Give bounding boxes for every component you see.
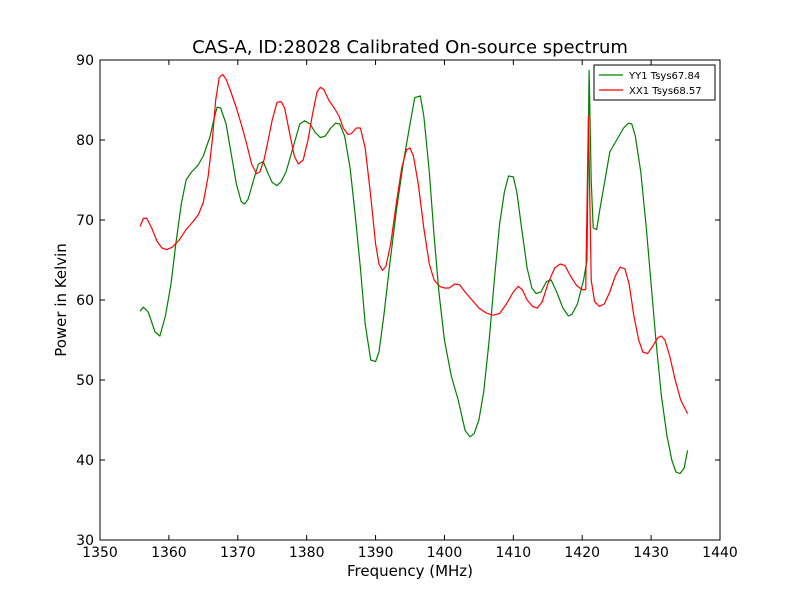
y-tick-label: 70 <box>76 213 94 229</box>
legend-box <box>593 64 716 101</box>
y-tick-label: 90 <box>76 53 94 69</box>
series-line-yy1 <box>139 69 689 475</box>
x-tick-label: 1420 <box>564 545 600 561</box>
y-axis-label: Power in Kelvin <box>52 243 70 357</box>
x-tick-label: 1380 <box>289 545 325 561</box>
plot-area <box>139 69 689 475</box>
x-tick-label: 1410 <box>496 545 532 561</box>
x-axis-label: Frequency (MHz) <box>347 562 473 580</box>
y-axis: 30 40 50 60 70 80 90 <box>76 53 720 549</box>
y-tick-label: 50 <box>76 373 94 389</box>
x-tick-label: 1370 <box>220 545 256 561</box>
x-tick-label: 1440 <box>702 545 738 561</box>
x-tick-label: 1430 <box>633 545 669 561</box>
chart-title: CAS-A, ID:28028 Calibrated On-source spe… <box>192 37 628 58</box>
x-tick-label: 1360 <box>151 545 187 561</box>
legend: YY1 Tsys67.84 XX1 Tsys68.57 <box>593 64 716 101</box>
series-line-xx1 <box>139 73 689 414</box>
y-tick-label: 40 <box>76 453 94 469</box>
legend-label-xx1: XX1 Tsys68.57 <box>629 86 702 97</box>
x-tick-label: 1400 <box>427 545 463 561</box>
x-tick-label: 1390 <box>358 545 394 561</box>
x-tick-label: 1350 <box>82 545 118 561</box>
legend-label-yy1: YY1 Tsys67.84 <box>628 71 700 82</box>
y-tick-label: 30 <box>76 533 94 549</box>
y-tick-label: 60 <box>76 293 94 309</box>
y-tick-label: 80 <box>76 133 94 149</box>
x-axis: 1350 1360 1370 1380 1390 1400 1410 1420 1430 1440 <box>82 60 738 561</box>
